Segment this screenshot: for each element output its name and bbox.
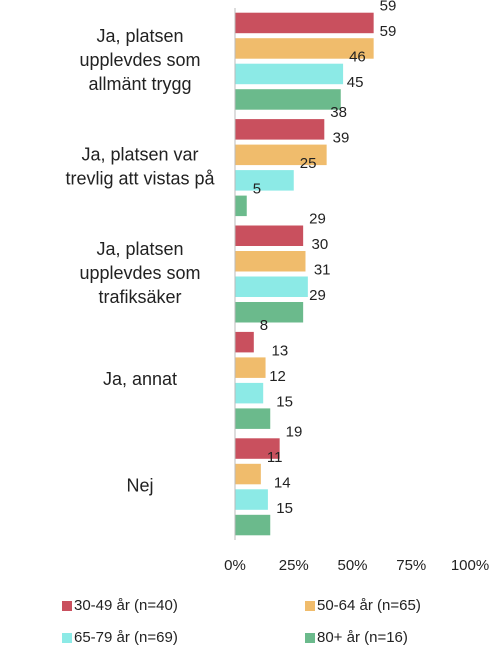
- category-label: allmänt trygg: [88, 74, 191, 94]
- category-label: upplevdes som: [79, 50, 200, 70]
- value-label: 8: [260, 317, 268, 334]
- bar: [235, 331, 254, 353]
- value-label: 15: [276, 393, 293, 410]
- value-label: 14: [274, 474, 291, 491]
- bar: [235, 302, 304, 323]
- legend-label: 50-64 år (n=65): [317, 597, 421, 614]
- bar: [235, 408, 271, 429]
- value-label: 39: [333, 130, 350, 147]
- category-label: Ja, platsen: [96, 239, 183, 259]
- value-label: 45: [347, 74, 364, 91]
- x-tick-label: 50%: [337, 557, 367, 574]
- legend-swatch: [305, 633, 315, 643]
- bar: [235, 195, 247, 217]
- bar: [235, 251, 306, 272]
- bar: [235, 514, 271, 536]
- legend-label: 30-49 år (n=40): [74, 597, 178, 614]
- value-label: 12: [269, 368, 286, 385]
- value-label: 38: [330, 104, 347, 121]
- bar: [235, 357, 266, 378]
- category-label: trafiksäker: [98, 287, 181, 307]
- category-label: Ja, annat: [103, 369, 177, 389]
- category-label: Ja, platsen: [96, 26, 183, 46]
- category-label: trevlig att vistas på: [65, 168, 215, 188]
- value-label: 29: [309, 287, 326, 304]
- category-label: upplevdes som: [79, 263, 200, 283]
- value-label: 30: [312, 236, 329, 253]
- bar: [235, 12, 374, 34]
- value-label: 59: [380, 0, 397, 15]
- x-tick-label: 75%: [396, 557, 426, 574]
- bar: [235, 225, 304, 246]
- bar: [235, 170, 294, 191]
- value-label: 19: [286, 423, 303, 440]
- legend-swatch: [305, 601, 315, 611]
- bar: [235, 38, 374, 59]
- value-label: 59: [380, 23, 397, 40]
- bar: [235, 463, 261, 485]
- x-tick-label: 25%: [279, 557, 309, 574]
- bar: [235, 276, 308, 297]
- bar: [235, 119, 325, 140]
- bar: [235, 438, 280, 459]
- bar: [235, 63, 344, 85]
- value-label: 11: [267, 449, 283, 466]
- bar: [235, 89, 341, 110]
- x-tick-label: 100%: [451, 557, 489, 574]
- legend-swatch: [62, 633, 72, 643]
- bar: [235, 489, 268, 510]
- value-label: 25: [300, 155, 317, 172]
- bar: [235, 382, 264, 404]
- value-label: 29: [309, 210, 326, 227]
- legend-label: 65-79 år (n=69): [74, 629, 178, 646]
- value-label: 31: [314, 261, 331, 278]
- legend-swatch: [62, 601, 72, 611]
- value-label: 15: [276, 500, 293, 517]
- value-label: 5: [253, 181, 261, 198]
- x-tick-label: 0%: [224, 557, 246, 574]
- category-label: Nej: [126, 476, 153, 496]
- bar: [235, 144, 327, 166]
- value-label: 46: [349, 49, 366, 66]
- value-label: 13: [272, 342, 289, 359]
- category-label: Ja, platsen var: [81, 144, 198, 164]
- legend-label: 80+ år (n=16): [317, 629, 408, 646]
